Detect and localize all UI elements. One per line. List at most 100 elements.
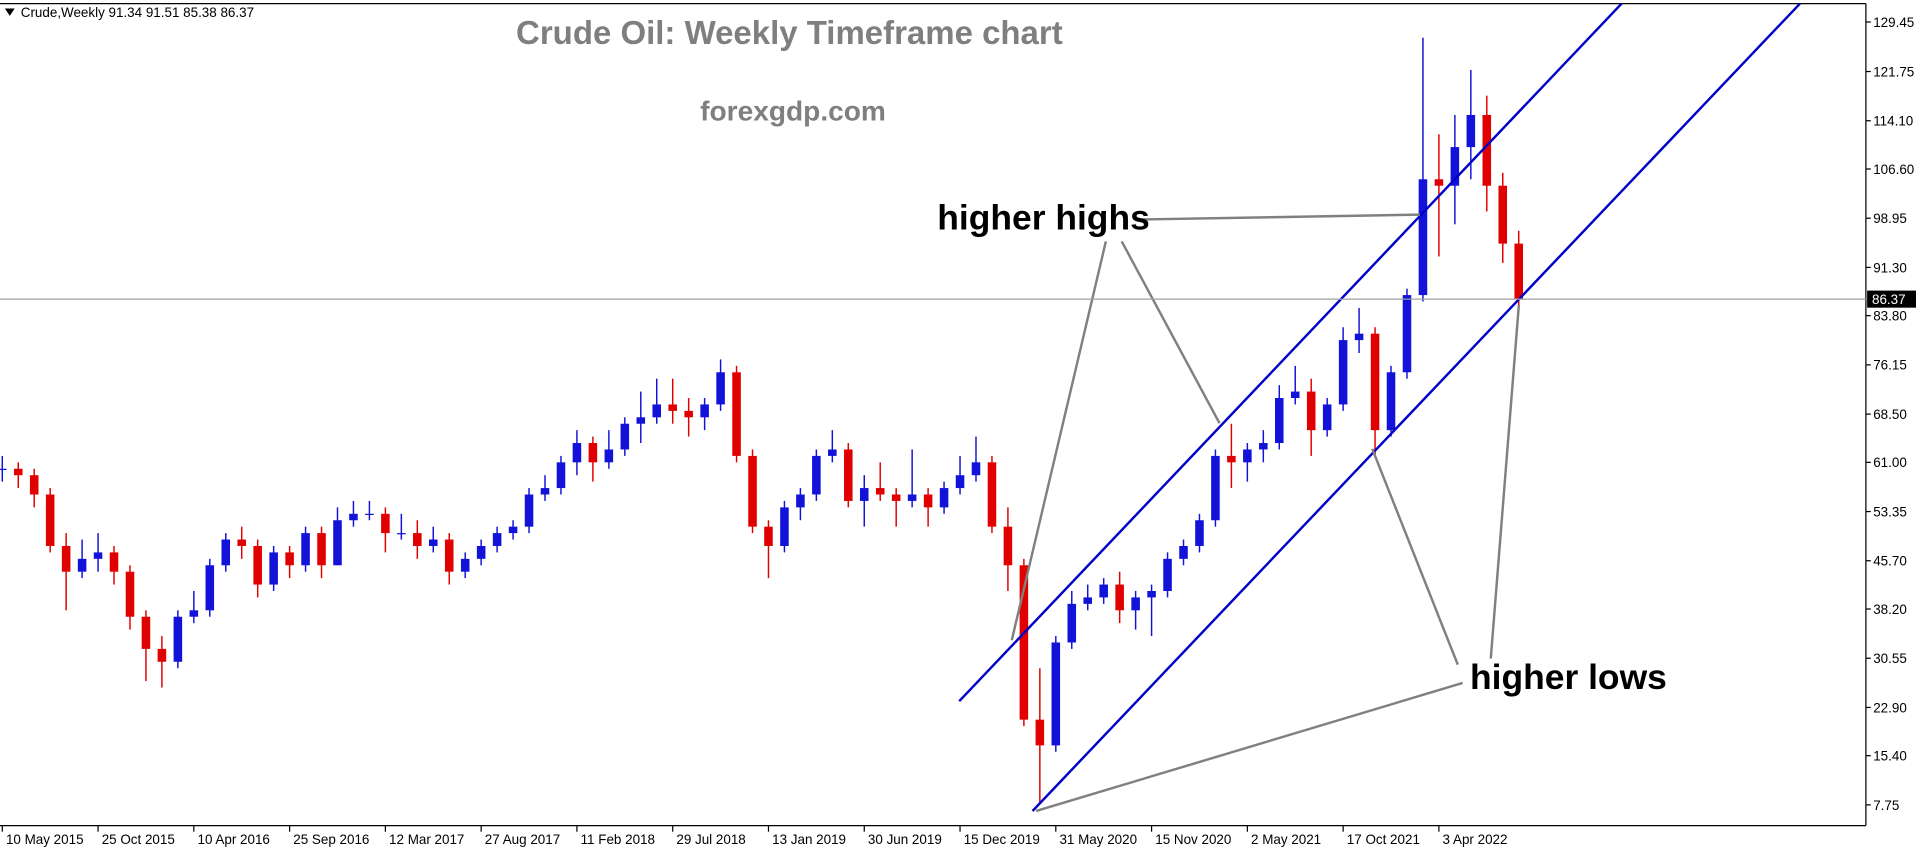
x-tick-label: 15 Nov 2020 bbox=[1155, 832, 1231, 847]
y-tick-label: 83.80 bbox=[1873, 309, 1907, 324]
y-tick-label: 61.00 bbox=[1873, 455, 1907, 470]
x-tick-label: 10 Apr 2016 bbox=[197, 832, 269, 847]
x-tick-label: 30 Jun 2019 bbox=[868, 832, 942, 847]
y-tick-label: 38.20 bbox=[1873, 602, 1907, 617]
candle-body bbox=[1338, 340, 1348, 405]
x-tick-label: 11 Feb 2018 bbox=[581, 832, 655, 847]
chart-title: Crude Oil: Weekly Timeframe chart bbox=[516, 14, 1063, 51]
x-tick-label: 12 Mar 2017 bbox=[389, 832, 464, 847]
candle-body bbox=[748, 455, 757, 527]
candle-body bbox=[987, 462, 997, 527]
x-tick-label: 29 Jul 2018 bbox=[676, 832, 745, 847]
y-tick-label: 22.90 bbox=[1873, 700, 1907, 715]
candle-body bbox=[1354, 333, 1364, 341]
annotation: higher highs bbox=[937, 197, 1150, 237]
candle-body bbox=[1083, 597, 1093, 604]
channel bbox=[958, 2, 1801, 812]
candle-body bbox=[652, 404, 662, 418]
candle-body bbox=[1131, 597, 1140, 611]
candle-body bbox=[460, 558, 470, 572]
x-tick-label: 10 May 2015 bbox=[6, 832, 84, 847]
pointer bbox=[1035, 681, 1464, 813]
candle-body bbox=[1099, 584, 1108, 598]
candle-body bbox=[492, 533, 502, 546]
candle-body bbox=[844, 449, 853, 501]
candle-body bbox=[269, 552, 278, 585]
candle-body bbox=[1259, 443, 1268, 450]
x-tick-label: 25 Oct 2015 bbox=[102, 832, 175, 847]
candle-body bbox=[1514, 243, 1523, 300]
candle-body bbox=[764, 526, 773, 546]
candle-body bbox=[1211, 455, 1220, 521]
candle-body bbox=[859, 488, 869, 501]
candle-body bbox=[620, 423, 630, 450]
candle-body bbox=[237, 539, 246, 546]
candle-body bbox=[907, 494, 917, 501]
candle-body bbox=[1466, 114, 1476, 148]
candle-body bbox=[29, 475, 39, 495]
y-tick-label: 129.45 bbox=[1873, 15, 1914, 30]
menu-triangle[interactable] bbox=[4, 8, 15, 16]
candle-body bbox=[891, 494, 901, 501]
last-price-box bbox=[1867, 290, 1916, 308]
candle-body bbox=[125, 571, 135, 617]
candle-body bbox=[1163, 558, 1172, 591]
candle-body bbox=[1115, 584, 1124, 611]
x-tick-label: 15 Dec 2019 bbox=[964, 832, 1040, 847]
candle-body bbox=[540, 488, 550, 495]
x-tick-label: 17 Oct 2021 bbox=[1347, 832, 1420, 847]
candle-body bbox=[1227, 455, 1236, 463]
chart-subtitle: forexgdp.com bbox=[700, 96, 886, 127]
candle-body bbox=[668, 404, 677, 411]
y-tick-label: 30.55 bbox=[1873, 651, 1907, 666]
candle-body bbox=[1418, 179, 1428, 296]
pointer bbox=[1120, 240, 1221, 424]
candle-body bbox=[1434, 179, 1444, 186]
candle-body bbox=[301, 533, 310, 566]
candle-body bbox=[1019, 565, 1029, 720]
x-tick-label: 3 Apr 2022 bbox=[1443, 832, 1508, 847]
candle-body bbox=[1306, 391, 1316, 431]
pointer bbox=[1489, 304, 1521, 659]
candle-body bbox=[1275, 398, 1284, 444]
candle-body bbox=[221, 539, 231, 566]
candle-body bbox=[1386, 372, 1396, 431]
y-tick-label: 114.10 bbox=[1873, 114, 1913, 129]
y-tick-label: 76.15 bbox=[1873, 358, 1907, 373]
candle-body bbox=[1067, 603, 1077, 643]
y-tick-label: 15.40 bbox=[1873, 749, 1907, 764]
y-tick-label: 53.35 bbox=[1873, 504, 1907, 519]
channel-lower bbox=[1031, 2, 1801, 812]
candle-body bbox=[1035, 719, 1045, 746]
candle-body bbox=[476, 545, 486, 559]
candle-body bbox=[939, 488, 949, 508]
candle-body bbox=[1147, 590, 1156, 598]
last-price-label: 86.37 bbox=[1872, 292, 1906, 307]
x-tick-label: 13 Jan 2019 bbox=[772, 832, 846, 847]
candle-body bbox=[508, 526, 518, 534]
candle-body bbox=[1498, 185, 1508, 244]
candle-body bbox=[93, 552, 103, 559]
candle-body bbox=[13, 468, 23, 476]
x-tick-label: 31 May 2020 bbox=[1059, 832, 1137, 847]
candle-body bbox=[1051, 642, 1061, 746]
candles bbox=[0, 37, 1523, 804]
candle-body bbox=[1179, 545, 1188, 559]
x-tick-label: 27 Aug 2017 bbox=[485, 832, 560, 847]
candle-body bbox=[381, 513, 390, 534]
candle-body bbox=[955, 475, 965, 489]
y-tick-label: 45.70 bbox=[1873, 554, 1907, 569]
candle-body bbox=[812, 455, 821, 495]
x-tick-label: 25 Sep 2016 bbox=[293, 832, 369, 847]
candle-body bbox=[1322, 404, 1332, 431]
candle-body bbox=[732, 372, 741, 456]
candle-body bbox=[173, 616, 183, 662]
candle-body bbox=[444, 539, 454, 572]
candle-body bbox=[285, 552, 294, 566]
candle-body bbox=[253, 545, 262, 585]
candle-body bbox=[205, 565, 215, 611]
candle-body bbox=[413, 533, 422, 546]
